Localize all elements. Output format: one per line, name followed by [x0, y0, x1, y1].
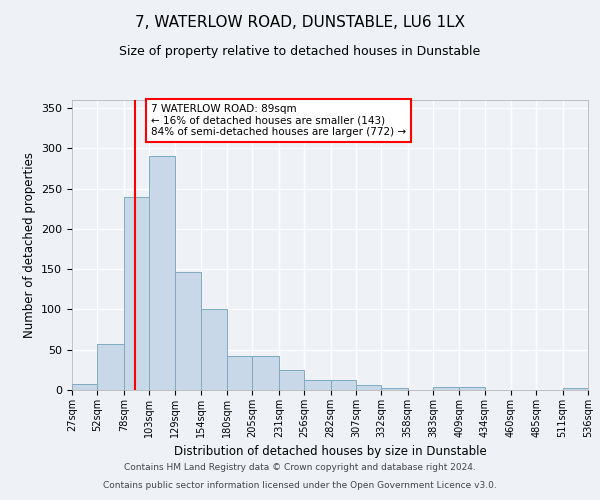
X-axis label: Distribution of detached houses by size in Dunstable: Distribution of detached houses by size … [173, 446, 487, 458]
Bar [227, 356, 253, 390]
Bar [72, 384, 97, 390]
Bar [97, 344, 124, 390]
Bar [459, 387, 485, 390]
Bar [253, 356, 279, 390]
Bar [279, 370, 304, 390]
Bar [381, 388, 407, 390]
Bar [304, 380, 331, 390]
Text: 7 WATERLOW ROAD: 89sqm
← 16% of detached houses are smaller (143)
84% of semi-de: 7 WATERLOW ROAD: 89sqm ← 16% of detached… [151, 104, 406, 137]
Bar [433, 387, 459, 390]
Bar [331, 380, 356, 390]
Bar [356, 385, 381, 390]
Text: Contains public sector information licensed under the Open Government Licence v3: Contains public sector information licen… [103, 481, 497, 490]
Y-axis label: Number of detached properties: Number of detached properties [23, 152, 35, 338]
Text: Size of property relative to detached houses in Dunstable: Size of property relative to detached ho… [119, 45, 481, 58]
Text: 7, WATERLOW ROAD, DUNSTABLE, LU6 1LX: 7, WATERLOW ROAD, DUNSTABLE, LU6 1LX [135, 15, 465, 30]
Bar [563, 388, 588, 390]
Bar [201, 310, 227, 390]
Bar [149, 156, 175, 390]
Bar [124, 196, 149, 390]
Bar [175, 272, 201, 390]
Text: Contains HM Land Registry data © Crown copyright and database right 2024.: Contains HM Land Registry data © Crown c… [124, 464, 476, 472]
